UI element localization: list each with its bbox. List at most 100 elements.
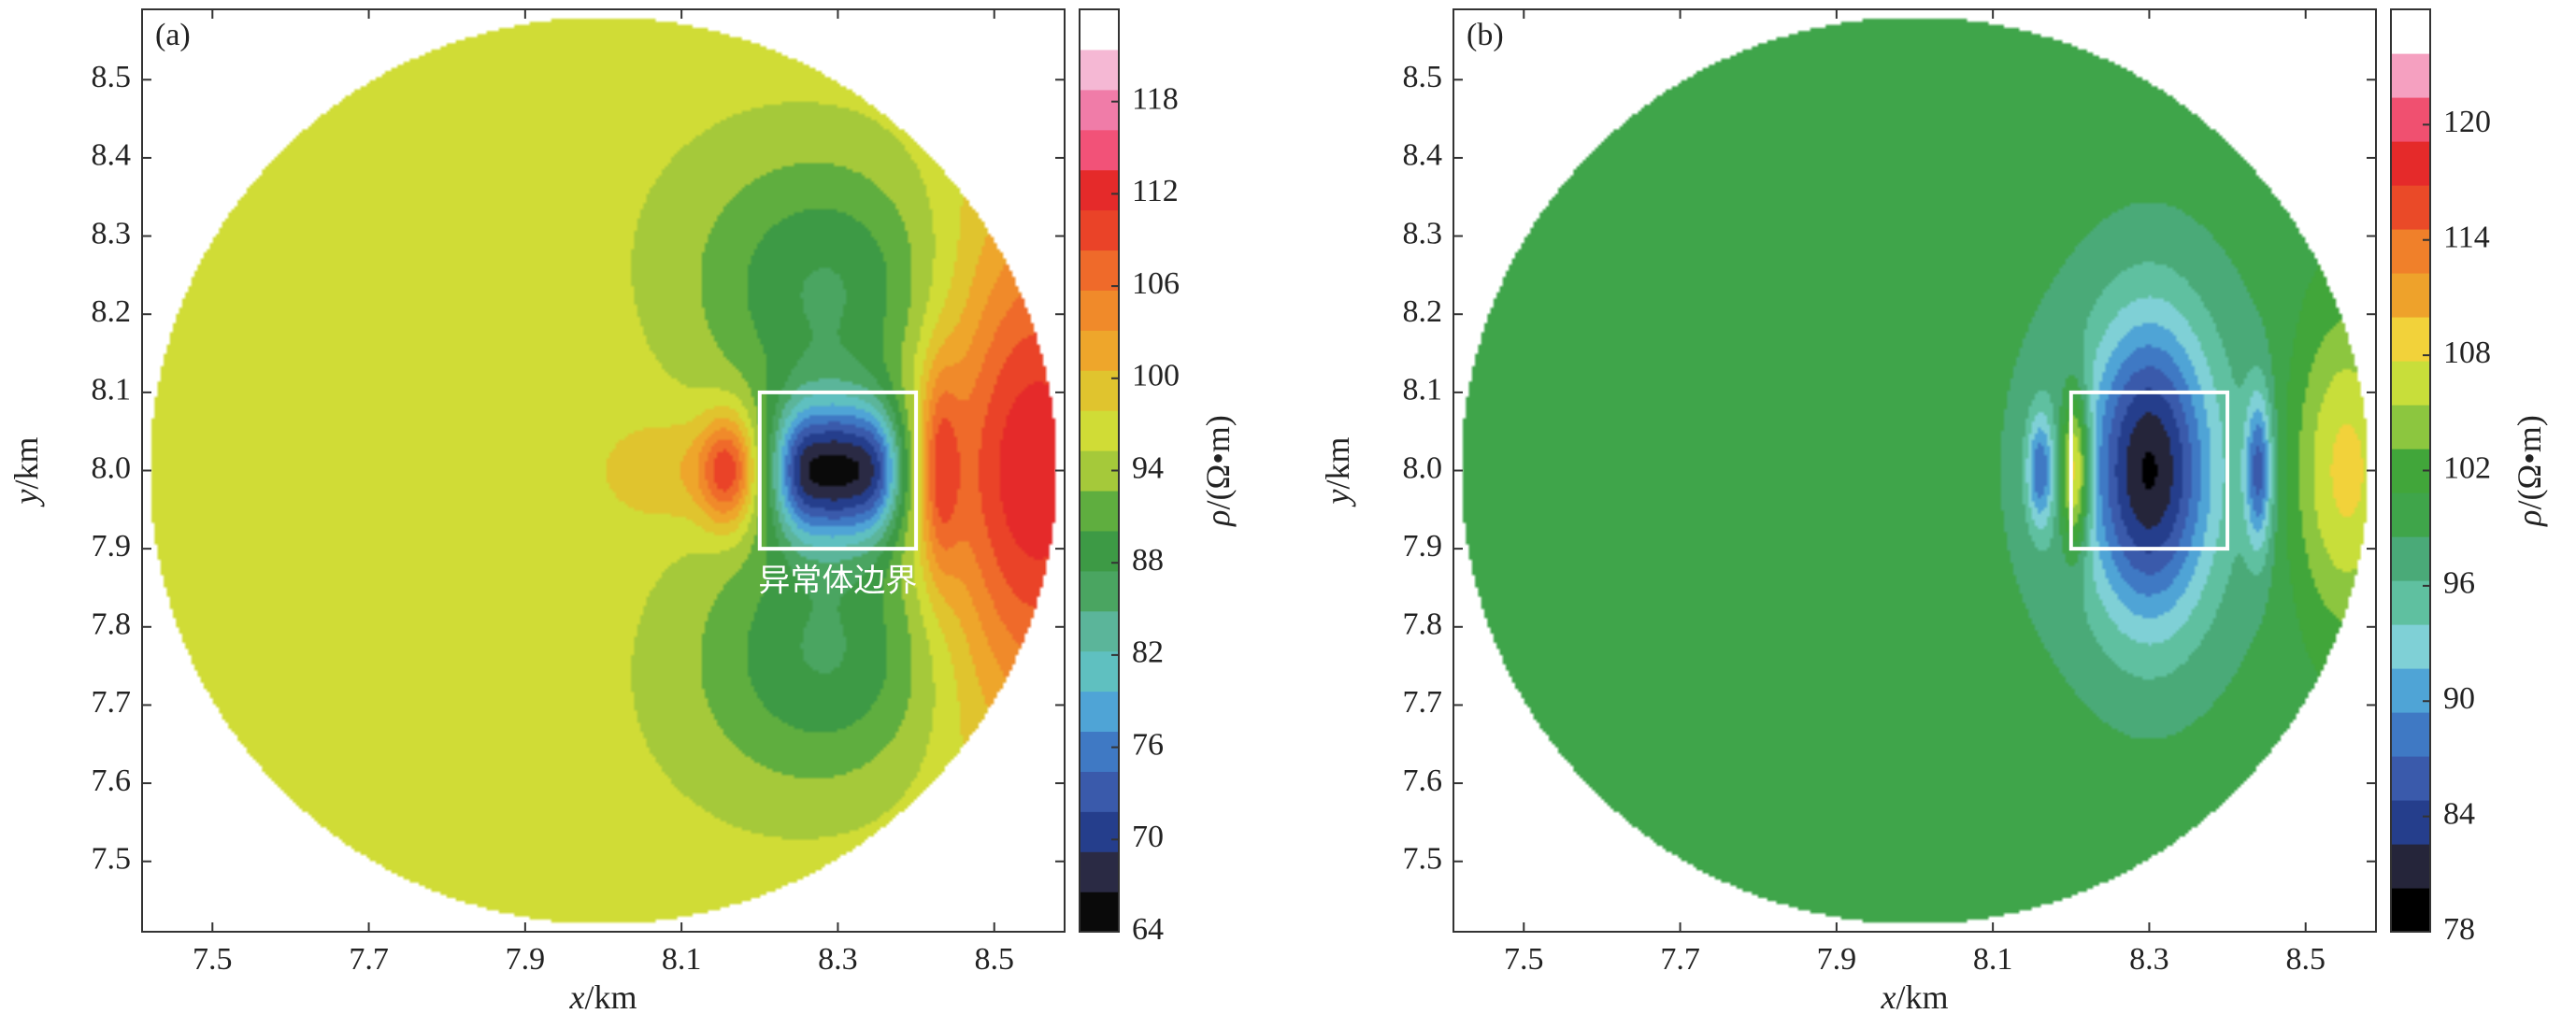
- colorbar-segment: [2391, 229, 2430, 274]
- colorbar-segment: [2391, 800, 2430, 845]
- colorbar-tick-label: 64: [1132, 912, 1164, 947]
- colorbar-segment: [2391, 97, 2430, 142]
- colorbar-segment: [1080, 851, 1119, 892]
- x-tick-label: 7.5: [1504, 942, 1544, 977]
- colorbar-segment: [2391, 580, 2430, 625]
- colorbar-tick-label: 112: [1132, 174, 1179, 208]
- y-tick-label: 7.5: [1403, 842, 1443, 877]
- y-tick-label: 8.0: [92, 450, 132, 485]
- colorbar-segment: [2391, 273, 2430, 318]
- colorbar-segment: [1080, 490, 1119, 532]
- colorbar-variable: ρ: [2511, 510, 2548, 527]
- colorbar-segment: [2391, 888, 2430, 933]
- colorbar-tick-label: 102: [2443, 450, 2491, 485]
- colorbar-tick-label: 94: [1132, 450, 1164, 485]
- y-tick-label: 7.6: [92, 764, 132, 798]
- colorbar-segment: [1080, 290, 1119, 331]
- y-tick-label: 7.7: [1403, 685, 1443, 720]
- colorbar-tick-label: 120: [2443, 105, 2491, 139]
- colorbar-segment: [1080, 129, 1119, 171]
- colorbar-tick-label: 78: [2443, 912, 2475, 947]
- colorbar-segment: [2391, 317, 2430, 362]
- colorbar-tick-label: 108: [2443, 336, 2491, 370]
- colorbar-segment: [1080, 731, 1119, 772]
- y-tick-label: 8.5: [1403, 60, 1443, 94]
- y-tick-label: 7.9: [1403, 529, 1443, 564]
- colorbar-segment: [1080, 330, 1119, 371]
- colorbar-segment: [1080, 691, 1119, 733]
- colorbar-segment: [2391, 756, 2430, 801]
- colorbar-segment: [2391, 624, 2430, 669]
- panel-label: (a): [155, 18, 191, 52]
- x-axis-variable: x: [569, 978, 585, 1016]
- colorbar-segment: [1080, 811, 1119, 852]
- colorbar-segment: [2391, 493, 2430, 537]
- y-axis-variable: y: [7, 490, 45, 507]
- colorbar-label: ρ/(Ω•m): [2511, 415, 2548, 527]
- colorbar-tick-label: 100: [1132, 359, 1180, 393]
- y-tick-label: 8.3: [92, 216, 132, 250]
- colorbar: 120 114 108 102 96 90 84 78 ρ/(Ω•m): [2390, 8, 2548, 947]
- colorbar-segment: [2391, 712, 2430, 757]
- colorbar-segment: [1080, 49, 1119, 91]
- colorbar-segment: [2391, 405, 2430, 450]
- x-tick-label: 8.3: [818, 942, 858, 977]
- colorbar-segment: [1080, 530, 1119, 572]
- colorbar-segment: [2391, 141, 2430, 186]
- resistivity-heatmap: [142, 9, 1065, 932]
- y-axis-unit: /km: [1319, 437, 1356, 490]
- x-tick-label: 8.5: [2285, 942, 2326, 977]
- colorbar-tick-label: 118: [1132, 81, 1179, 116]
- y-tick-label: 8.4: [1403, 138, 1443, 173]
- x-axis-unit: /km: [584, 978, 637, 1016]
- colorbar-tick-label: 96: [2443, 566, 2475, 601]
- colorbar-segment: [1080, 9, 1119, 50]
- colorbar-segment: [1080, 209, 1119, 251]
- colorbar-segment: [2391, 53, 2430, 98]
- y-tick-label: 8.1: [1403, 373, 1443, 407]
- x-tick-label: 8.3: [2129, 942, 2169, 977]
- x-tick-label: 7.5: [193, 942, 233, 977]
- colorbar-segment: [2391, 536, 2430, 581]
- colorbar-tick-label: 84: [2443, 796, 2475, 831]
- colorbar-variable: ρ: [1199, 510, 1237, 527]
- resistivity-heatmap: [1453, 9, 2376, 932]
- colorbar-segment: [1080, 610, 1119, 652]
- colorbar-tick-label: 82: [1132, 635, 1164, 670]
- colorbar-segment: [1080, 892, 1119, 933]
- y-tick-label: 7.8: [1403, 607, 1443, 642]
- y-axis-label: y/km: [1319, 437, 1356, 507]
- colorbar-segment: [1080, 89, 1119, 131]
- y-tick-label: 7.5: [92, 842, 132, 877]
- colorbar-segment: [2391, 361, 2430, 406]
- y-tick-label: 8.0: [1403, 450, 1443, 485]
- colorbar-segment: [2391, 844, 2430, 889]
- colorbar-tick-label: 106: [1132, 266, 1180, 301]
- colorbar-segment: [1080, 570, 1119, 612]
- colorbar-segment: [1080, 370, 1119, 411]
- x-axis-label: x/km: [569, 978, 637, 1016]
- colorbar-segment: [1080, 410, 1119, 451]
- y-tick-label: 8.2: [1403, 294, 1443, 329]
- x-tick-label: 8.5: [974, 942, 1014, 977]
- colorbar-segment: [1080, 650, 1119, 692]
- anomaly-boundary-box: [757, 390, 919, 551]
- y-tick-label: 7.9: [92, 529, 132, 564]
- colorbar-segment: [2391, 668, 2430, 713]
- colorbar-tick-label: 70: [1132, 820, 1164, 854]
- y-axis-unit: /km: [7, 437, 45, 490]
- x-tick-label: 7.9: [1817, 942, 1857, 977]
- anomaly-boundary-box: [2068, 390, 2230, 551]
- x-axis-variable: x: [1881, 978, 1896, 1016]
- colorbar-segment: [1080, 771, 1119, 812]
- y-tick-label: 8.2: [92, 294, 132, 329]
- x-tick-label: 8.1: [1973, 942, 2013, 977]
- colorbar-segment: [1080, 169, 1119, 211]
- y-tick-label: 7.7: [92, 685, 132, 720]
- x-tick-label: 7.9: [506, 942, 546, 977]
- colorbar: 118 112 106 100 94 88 82 76 70 64 ρ/(Ω•m): [1079, 8, 1237, 947]
- colorbar-label: ρ/(Ω•m): [1199, 415, 1237, 527]
- panel-a: 异常体边界 7.5 7.7 7.9 8.1 8.3 8.5 8.5 8.4 8.3 8.2 8.1 8.…: [7, 8, 1237, 1016]
- x-axis-label: x/km: [1881, 978, 1949, 1016]
